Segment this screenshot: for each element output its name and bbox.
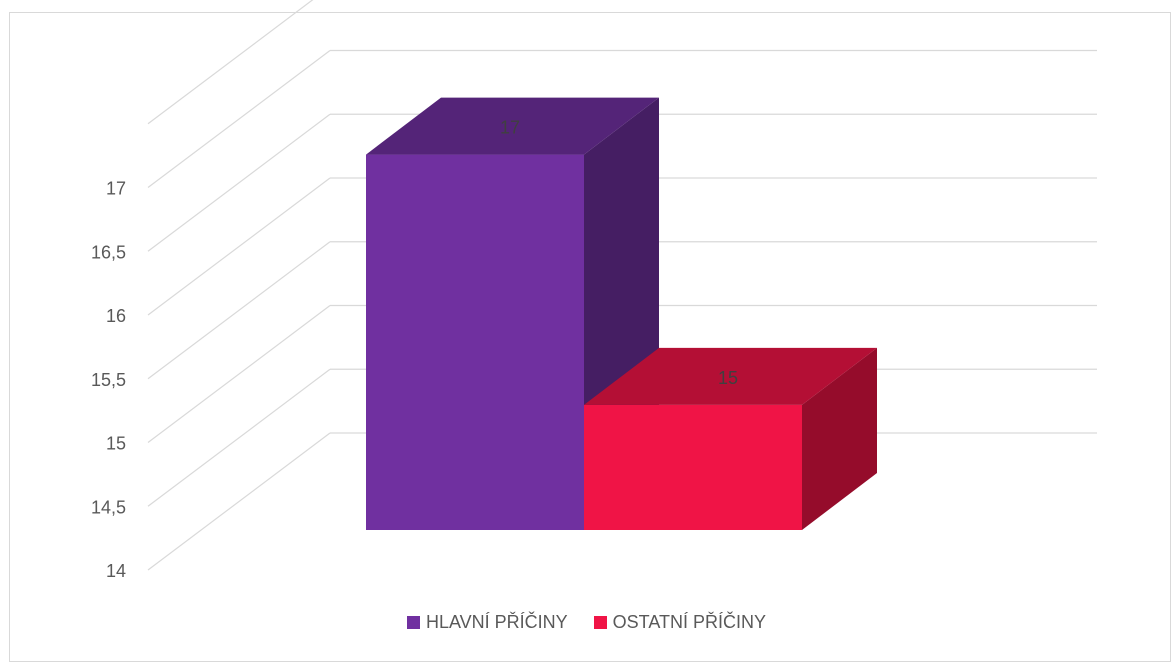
- y-tick-label: 15: [106, 434, 126, 454]
- y-tick-label: 14: [106, 561, 126, 581]
- legend-label-ostatni: OSTATNÍ PŘÍČINY: [612, 612, 767, 632]
- gridline-side: [147, 241, 331, 380]
- gridline-side: [147, 432, 331, 571]
- legend-swatch-hlavni: [406, 616, 420, 629]
- legend: HLAVNÍ PŘÍČINY OSTATNÍ PŘÍČINY: [0, 612, 1173, 633]
- y-axis-ticks: 14 14,5 15 15,5 16 16,5 17: [91, 179, 126, 582]
- gridline-side: [147, 113, 331, 252]
- data-label-1: 15: [718, 368, 738, 388]
- bar-top-0: [366, 97, 659, 155]
- bar-top-1: [584, 347, 877, 405]
- legend-item-ostatni: OSTATNÍ PŘÍČINY: [593, 612, 767, 633]
- legend-swatch-ostatni: [593, 616, 607, 629]
- legend-label-hlavni: HLAVNÍ PŘÍČINY: [425, 612, 568, 632]
- gridline-side: [147, 368, 331, 507]
- gridline-side: [147, 177, 331, 316]
- legend-item-hlavni: HLAVNÍ PŘÍČINY: [406, 612, 568, 633]
- y-tick-label: 15,5: [91, 370, 126, 390]
- y-tick-label: 16: [106, 306, 126, 326]
- gridline-side: [147, 50, 331, 188]
- bars: [366, 97, 877, 531]
- bar-side-1: [802, 347, 877, 530]
- bar-front-0: [366, 154, 584, 531]
- data-label-0: 17: [500, 118, 520, 138]
- gridline-side: [147, 0, 314, 125]
- y-tick-label: 14,5: [91, 497, 126, 517]
- bar-front-1: [584, 404, 802, 530]
- gridline-side: [147, 305, 331, 443]
- y-tick-label: 16,5: [91, 242, 126, 262]
- y-tick-label: 17: [106, 179, 126, 199]
